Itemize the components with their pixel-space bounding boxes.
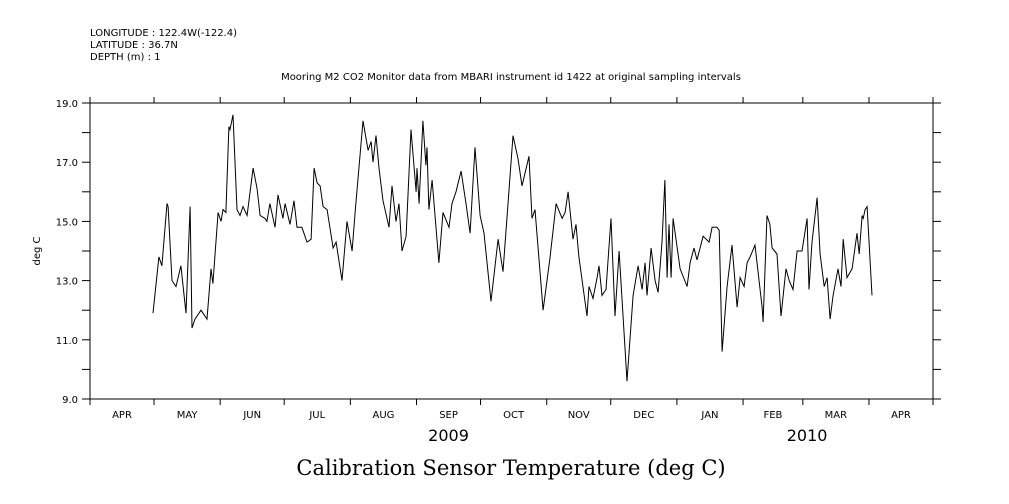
x-month-label: NOV <box>568 410 590 421</box>
longitude-label: LONGITUDE : 122.4W(-122.4) <box>90 28 237 39</box>
x-axis-label: Calibration Sensor Temperature (deg C) <box>296 456 725 480</box>
latitude-label: LATITUDE : 36.7N <box>90 40 178 51</box>
x-month-label: FEB <box>763 410 782 421</box>
x-month-label: JUN <box>242 410 261 421</box>
depth-label: DEPTH (m) : 1 <box>90 52 161 63</box>
chart-title: Mooring M2 CO2 Monitor data from MBARI i… <box>281 72 741 83</box>
x-month-label: DEC <box>633 410 654 421</box>
y-tick-label: 13.0 <box>56 277 78 288</box>
x-month-label: APR <box>891 410 911 421</box>
y-tick-label: 9.0 <box>62 395 78 406</box>
x-month-label: APR <box>112 410 132 421</box>
x-month-label: SEP <box>439 410 458 421</box>
x-month-label: MAY <box>177 410 199 421</box>
plot-frame <box>89 102 934 400</box>
y-axis-label: deg C <box>32 236 43 265</box>
x-month-label: JAN <box>700 410 718 421</box>
x-month-label: AUG <box>372 410 394 421</box>
y-tick-label: 11.0 <box>56 336 78 347</box>
y-tick-label: 15.0 <box>56 217 78 228</box>
x-month-label: JUL <box>308 410 325 421</box>
x-month-label: MAR <box>825 410 847 421</box>
series-line <box>152 114 873 382</box>
y-tick-label: 19.0 <box>56 99 78 110</box>
x-year-label: 2010 <box>787 426 828 445</box>
x-year-label: 2009 <box>428 426 469 445</box>
x-month-label: OCT <box>503 410 525 421</box>
y-tick-label: 17.0 <box>56 158 78 169</box>
